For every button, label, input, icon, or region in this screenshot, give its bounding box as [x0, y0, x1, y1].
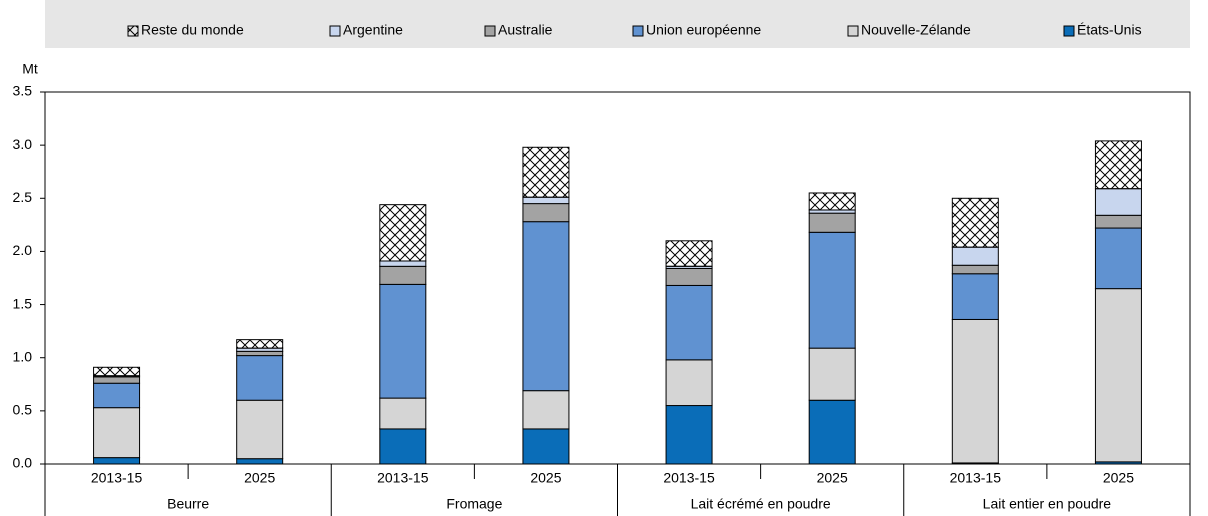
bar-segment — [93, 457, 141, 465]
bar-segment — [93, 366, 141, 377]
legend-swatch — [1063, 25, 1075, 37]
bar-segment — [665, 240, 713, 267]
x-tick-label: 2025 — [1103, 470, 1134, 486]
bar-segment — [522, 390, 570, 430]
legend-swatch — [329, 25, 341, 37]
legend-swatch — [847, 25, 859, 37]
bar-segment — [951, 318, 999, 464]
bar-segment — [665, 405, 713, 465]
x-tick-label: 2013-15 — [91, 470, 143, 486]
y-tick-label: 0.5 — [13, 402, 33, 418]
y-tick-label: 0.0 — [13, 455, 33, 471]
bar-segment — [808, 399, 856, 465]
y-tick-label: 3.5 — [13, 83, 33, 99]
bar-segment — [808, 347, 856, 401]
bar-segment — [951, 246, 999, 266]
legend-label: États-Unis — [1077, 22, 1142, 38]
bar-segment — [1094, 227, 1142, 290]
bar-segment — [379, 265, 427, 285]
bar-segment — [665, 359, 713, 407]
bar-segment — [665, 267, 713, 286]
group-label: Beurre — [167, 496, 209, 512]
bar-segment — [1094, 214, 1142, 229]
group-label: Lait écrémé en poudre — [691, 496, 831, 512]
x-tick-label: 2013-15 — [663, 470, 715, 486]
bar-segment — [236, 350, 284, 357]
y-unit: Mt — [22, 61, 38, 77]
bar-segment — [379, 428, 427, 465]
y-tick-label: 1.5 — [13, 295, 33, 311]
bar-segment — [1094, 140, 1142, 190]
bar-segment — [93, 382, 141, 409]
bar-segment — [379, 283, 427, 399]
bar-segment — [522, 428, 570, 465]
legend-label: Reste du monde — [141, 22, 244, 38]
bar-segment — [236, 355, 284, 401]
legend-label: Australie — [498, 22, 553, 38]
legend-swatch — [632, 25, 644, 37]
legend-band — [45, 0, 1190, 48]
x-tick-label: 2025 — [530, 470, 561, 486]
y-tick-label: 3.0 — [13, 136, 33, 152]
bar-segment — [379, 397, 427, 430]
bar-segment — [1094, 188, 1142, 216]
bar-segment — [522, 221, 570, 392]
legend-swatch — [127, 25, 139, 37]
group-label: Lait entier en poudre — [983, 496, 1112, 512]
bar-segment — [808, 231, 856, 349]
bar-segment — [236, 458, 284, 465]
bar-segment — [522, 203, 570, 223]
y-tick-label: 2.0 — [13, 242, 33, 258]
bar-segment — [93, 407, 141, 459]
x-tick-label: 2025 — [244, 470, 275, 486]
legend-label: Argentine — [343, 22, 403, 38]
bar-segment — [379, 204, 427, 262]
bar-segment — [522, 146, 570, 198]
group-label: Fromage — [446, 496, 502, 512]
bar-segment — [93, 376, 141, 384]
bar-segment — [522, 196, 570, 205]
bar-segment — [1094, 288, 1142, 463]
x-tick-label: 2025 — [817, 470, 848, 486]
bar-segment — [951, 273, 999, 320]
legend-label: Nouvelle-Zélande — [861, 22, 971, 38]
legend-label: Union européenne — [646, 22, 761, 38]
y-tick-label: 1.0 — [13, 348, 33, 364]
bar-segment — [808, 212, 856, 233]
bar-segment — [236, 339, 284, 349]
legend-swatch — [484, 25, 496, 37]
x-tick-label: 2013-15 — [950, 470, 1002, 486]
bar-segment — [236, 399, 284, 460]
bar-segment — [951, 264, 999, 275]
y-tick-label: 2.5 — [13, 189, 33, 205]
plot-frame — [44, 91, 1191, 465]
bar-segment — [665, 284, 713, 361]
x-tick-label: 2013-15 — [377, 470, 429, 486]
bar-segment — [951, 197, 999, 248]
bar-segment — [379, 260, 427, 267]
bar-segment — [808, 192, 856, 211]
